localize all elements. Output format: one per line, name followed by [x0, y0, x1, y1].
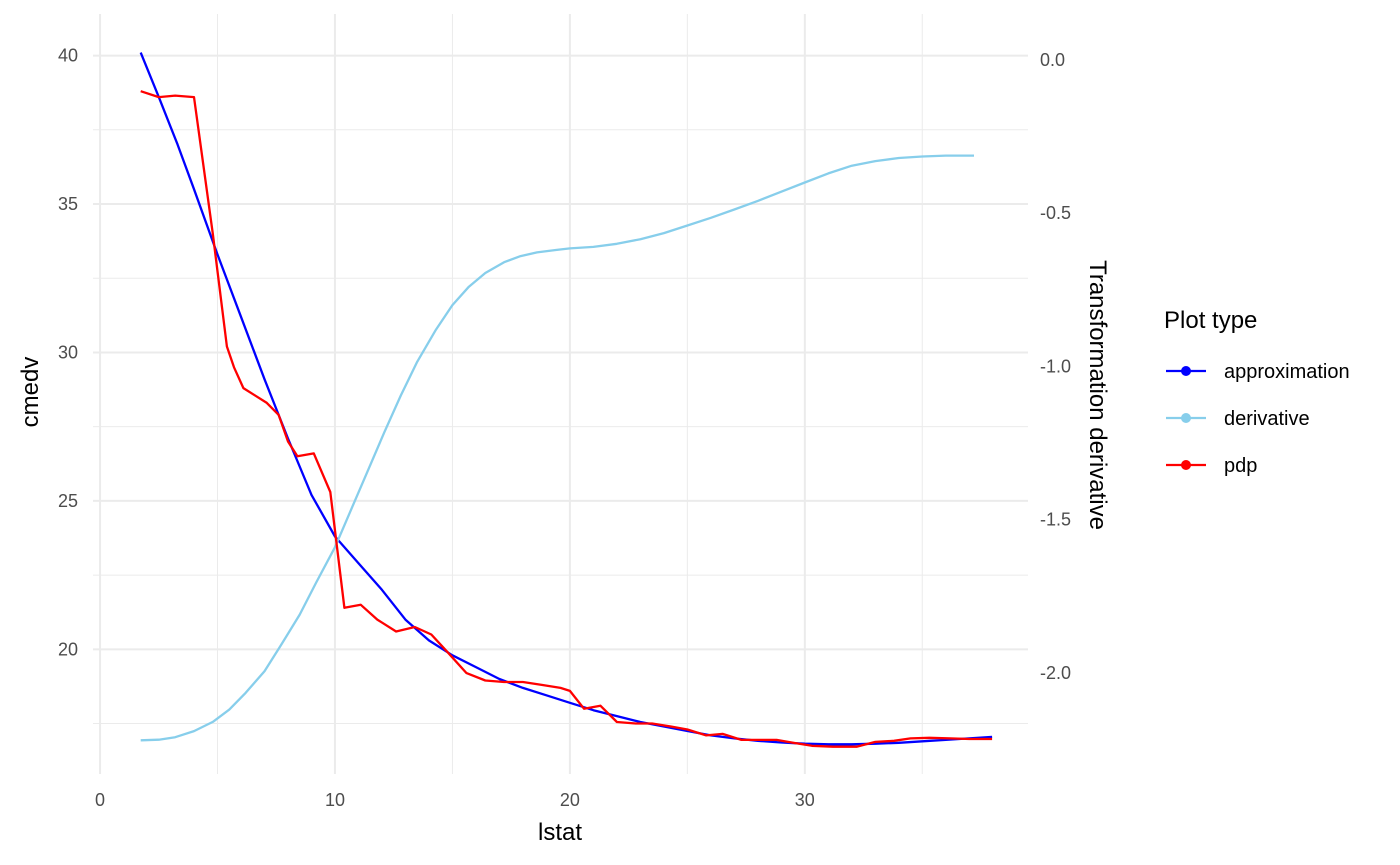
- legend-item-derivative: derivative: [1166, 408, 1310, 430]
- x-tick-label: 10: [325, 790, 345, 810]
- series-layer: [139, 52, 993, 748]
- y-tick-label: 35: [58, 194, 78, 214]
- y-tick-label: 30: [58, 342, 78, 362]
- y2-tick-label: 0.0: [1040, 50, 1065, 70]
- legend-label: derivative: [1224, 408, 1310, 430]
- legend: Plot type approximation derivative pdp: [1164, 307, 1350, 477]
- legend-item-approximation: approximation: [1166, 361, 1350, 383]
- legend-label: pdp: [1224, 455, 1257, 477]
- y2-tick-label: -2.0: [1040, 663, 1071, 683]
- x-tick-label: 30: [795, 790, 815, 810]
- series-line-approximation: [139, 52, 993, 746]
- y-axis-title: cmedv: [17, 357, 44, 428]
- x-tick-label: 0: [95, 790, 105, 810]
- y-tick-label: 20: [58, 639, 78, 659]
- y2-tick-label: -1.0: [1040, 356, 1071, 376]
- legend-item-pdp: pdp: [1166, 455, 1257, 477]
- legend-key-dot: [1181, 366, 1191, 376]
- major-gridlines: [93, 14, 1028, 774]
- y-tick-labels: 20 25 30 35 40: [58, 46, 78, 660]
- legend-title: Plot type: [1164, 307, 1257, 334]
- legend-items: approximation derivative pdp: [1166, 361, 1350, 477]
- series-line-derivative: [140, 154, 974, 742]
- x-axis-title: lstat: [538, 819, 582, 846]
- y2-tick-label: -0.5: [1040, 203, 1071, 223]
- x-tick-labels: 0 10 20 30: [95, 790, 815, 810]
- series-line-pdp: [140, 90, 993, 748]
- y2-tick-label: -1.5: [1040, 510, 1071, 530]
- y2-axis-title: Transformation derivative: [1084, 260, 1111, 530]
- y-tick-label: 25: [58, 491, 78, 511]
- x-tick-label: 20: [560, 790, 580, 810]
- y-tick-label: 40: [58, 46, 78, 66]
- y2-tick-labels: 0.0 -0.5 -1.0 -1.5 -2.0: [1040, 50, 1071, 683]
- legend-key-dot: [1181, 413, 1191, 423]
- minor-gridlines: [93, 14, 1028, 774]
- legend-key-dot: [1181, 460, 1191, 470]
- legend-label: approximation: [1224, 361, 1350, 383]
